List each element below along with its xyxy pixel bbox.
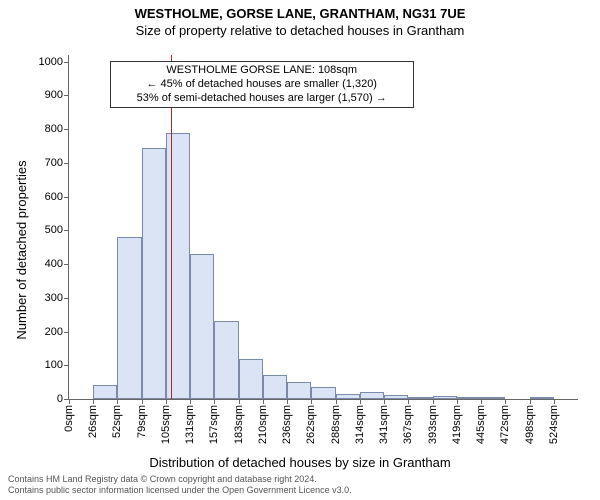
histogram-bar [311,387,335,399]
x-tick-mark [433,399,434,404]
x-tick-label: 419sqm [451,405,463,444]
y-tick-label: 600 [45,191,63,203]
histogram-bar [287,382,311,399]
x-tick-label: 157sqm [208,405,220,444]
histogram-bar [481,397,505,399]
x-tick-mark [117,399,118,404]
x-tick-label: 105sqm [160,405,172,444]
x-tick-label: 236sqm [281,405,293,444]
y-tick-label: 100 [45,359,63,371]
x-axis-label: Distribution of detached houses by size … [0,455,600,470]
histogram-bar [360,392,384,399]
x-tick-mark [554,399,555,404]
histogram-bar [263,375,287,399]
x-tick-label: 524sqm [548,405,560,444]
footer-line1: Contains HM Land Registry data © Crown c… [8,474,352,485]
x-tick-mark [481,399,482,404]
histogram-bar [117,237,141,399]
histogram-bar [166,133,190,399]
x-tick-label: 341sqm [378,405,390,444]
x-tick-mark [384,399,385,404]
x-tick-mark [190,399,191,404]
x-tick-mark [214,399,215,404]
x-tick-mark [360,399,361,404]
x-tick-label: 445sqm [475,405,487,444]
y-tick-mark [64,163,69,164]
y-tick-label: 900 [45,89,63,101]
y-tick-label: 300 [45,292,63,304]
y-tick-mark [64,62,69,63]
histogram-bar [336,394,360,399]
histogram-bar [433,396,457,399]
x-tick-label: 314sqm [354,405,366,444]
x-tick-mark [93,399,94,404]
histogram-bar [93,385,117,399]
x-tick-label: 0sqm [63,405,75,432]
x-tick-mark [166,399,167,404]
y-tick-label: 1000 [39,56,63,68]
y-tick-mark [64,332,69,333]
histogram-bar [214,321,238,399]
footer-attribution: Contains HM Land Registry data © Crown c… [8,474,352,496]
annotation-line: ← 45% of detached houses are smaller (1,… [117,78,407,92]
histogram-bar [530,397,554,399]
y-tick-mark [64,230,69,231]
y-tick-mark [64,95,69,96]
chart-title-line1: WESTHOLME, GORSE LANE, GRANTHAM, NG31 7U… [0,0,600,21]
x-tick-mark [287,399,288,404]
x-tick-label: 79sqm [136,405,148,438]
x-tick-label: 393sqm [427,405,439,444]
x-tick-label: 288sqm [330,405,342,444]
histogram-bar [239,359,263,399]
histogram-bar [457,397,481,399]
x-tick-mark [69,399,70,404]
chart-container: WESTHOLME, GORSE LANE, GRANTHAM, NG31 7U… [0,0,600,500]
y-axis-label: Number of detached properties [14,160,29,339]
footer-line2: Contains public sector information licen… [8,485,352,496]
annotation-line: 53% of semi-detached houses are larger (… [117,92,407,106]
x-tick-mark [336,399,337,404]
plot-area: 010020030040050060070080090010000sqm26sq… [68,55,578,400]
y-tick-mark [64,298,69,299]
y-tick-mark [64,264,69,265]
x-tick-label: 26sqm [87,405,99,438]
y-tick-mark [64,129,69,130]
x-tick-mark [142,399,143,404]
x-tick-label: 131sqm [184,405,196,444]
histogram-bar [190,254,214,399]
annotation-line: WESTHOLME GORSE LANE: 108sqm [117,64,407,78]
y-tick-label: 200 [45,326,63,338]
x-tick-mark [239,399,240,404]
x-tick-label: 262sqm [305,405,317,444]
x-tick-label: 498sqm [524,405,536,444]
y-tick-label: 400 [45,258,63,270]
y-tick-label: 800 [45,123,63,135]
y-tick-mark [64,197,69,198]
histogram-bar [384,395,408,399]
x-tick-label: 472sqm [499,405,511,444]
annotation-box: WESTHOLME GORSE LANE: 108sqm← 45% of det… [110,61,414,108]
x-tick-label: 52sqm [111,405,123,438]
x-tick-mark [263,399,264,404]
y-tick-label: 0 [57,393,63,405]
x-tick-mark [505,399,506,404]
x-tick-label: 367sqm [402,405,414,444]
x-tick-mark [530,399,531,404]
x-tick-label: 210sqm [257,405,269,444]
x-tick-mark [408,399,409,404]
y-tick-label: 500 [45,224,63,236]
plot-box: 010020030040050060070080090010000sqm26sq… [68,55,578,400]
x-tick-mark [311,399,312,404]
x-tick-mark [457,399,458,404]
x-tick-label: 183sqm [233,405,245,444]
y-tick-label: 700 [45,157,63,169]
chart-title-line2: Size of property relative to detached ho… [0,21,600,38]
histogram-bar [142,148,166,399]
histogram-bar [408,397,432,399]
y-tick-mark [64,365,69,366]
